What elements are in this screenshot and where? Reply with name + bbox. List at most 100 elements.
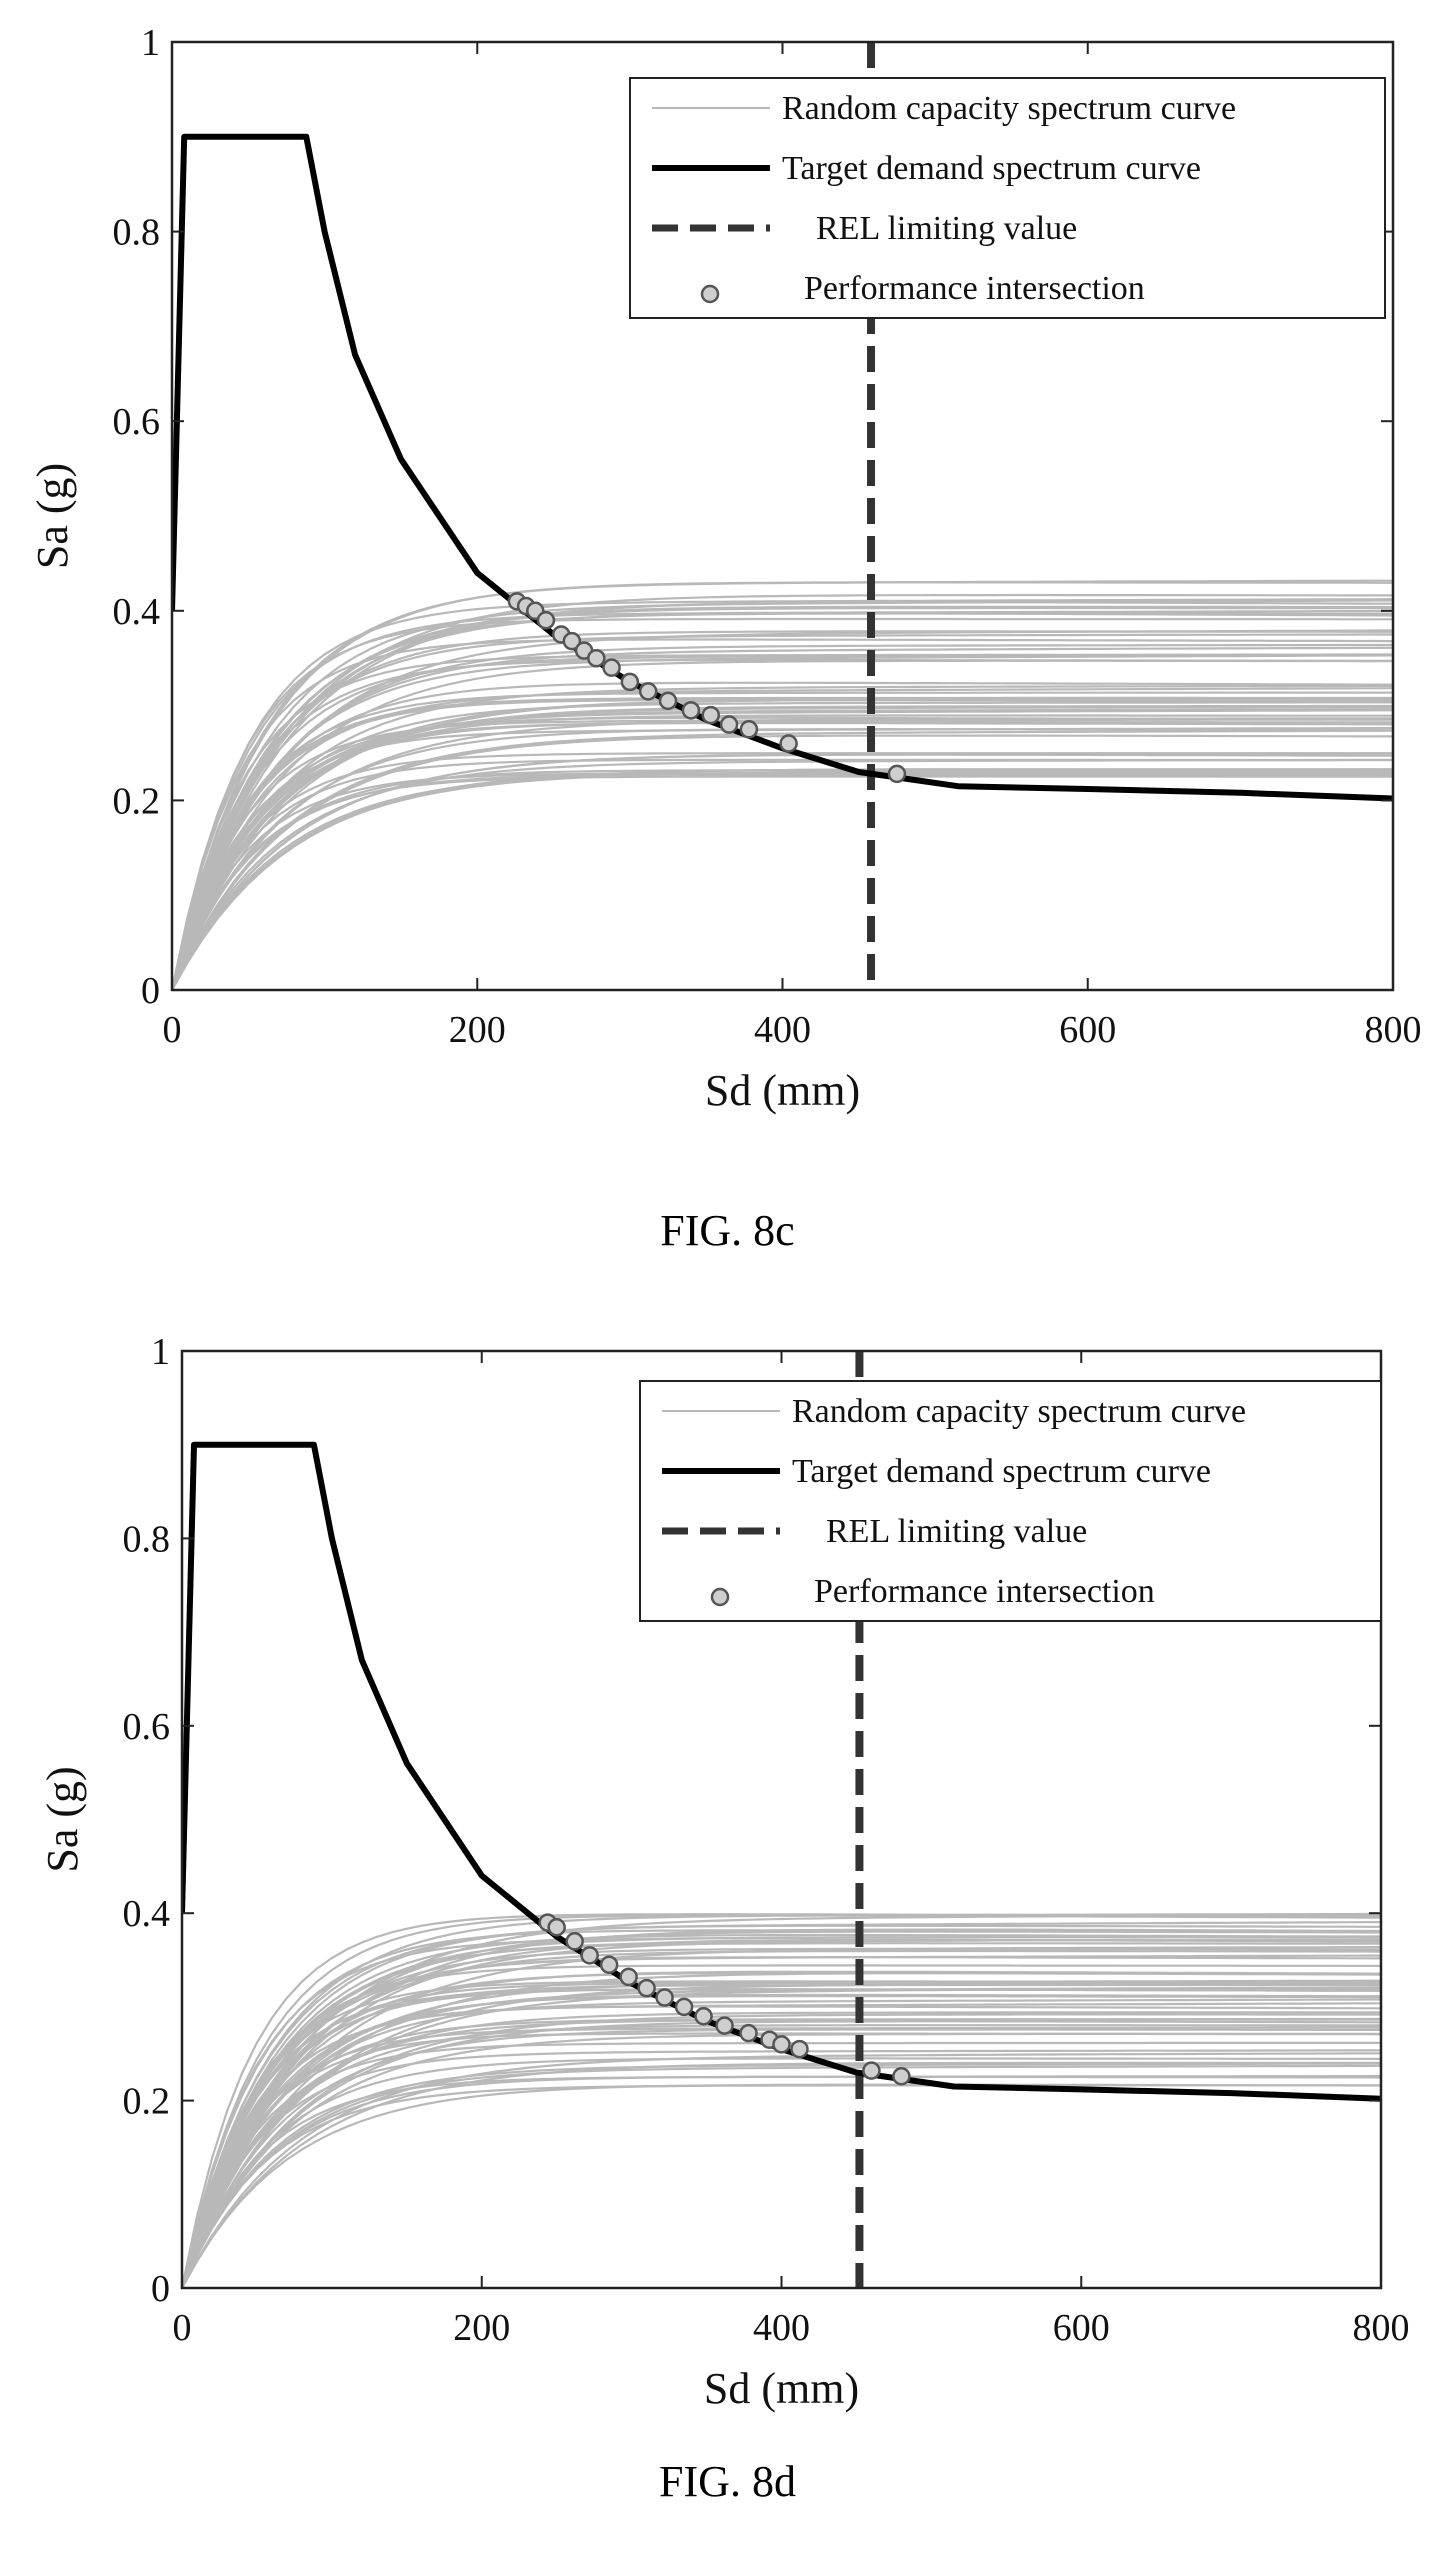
legend-box bbox=[639, 1380, 1382, 1622]
x-tick-label: 200 bbox=[449, 1009, 506, 1051]
x-axis-label: Sd (mm) bbox=[705, 1066, 860, 1115]
intersection-point bbox=[658, 691, 678, 711]
capacity-curve bbox=[172, 769, 1393, 990]
capacity-curve bbox=[182, 2020, 1381, 2288]
capacity-curve bbox=[182, 2041, 1381, 2288]
intersection-point bbox=[681, 701, 701, 720]
intersection-point bbox=[587, 648, 606, 668]
capacity-curve bbox=[172, 605, 1393, 990]
intersection-point bbox=[887, 764, 907, 784]
y-tick-label: 0 bbox=[151, 2268, 170, 2310]
capacity-curve bbox=[172, 581, 1393, 990]
capacity-curve bbox=[182, 2084, 1381, 2288]
capacity-curve bbox=[172, 701, 1393, 990]
intersection-point bbox=[739, 720, 759, 739]
figure-caption: FIG. 8d bbox=[659, 2457, 796, 2506]
intersection-point bbox=[602, 658, 621, 677]
x-tick-label: 600 bbox=[1053, 2307, 1110, 2349]
capacity-curve bbox=[182, 1970, 1381, 2288]
capacity-curve bbox=[182, 2062, 1381, 2288]
capacity-curve bbox=[182, 2075, 1381, 2288]
capacity-curve bbox=[182, 1954, 1381, 2288]
legend-label: Random capacity spectrum curve bbox=[782, 90, 1236, 127]
intersection-point bbox=[715, 2016, 734, 2035]
y-tick-label: 0.2 bbox=[123, 2081, 171, 2123]
legend-label: REL limiting value bbox=[826, 1513, 1087, 1550]
plot-area bbox=[182, 1351, 1381, 2288]
capacity-curve bbox=[172, 771, 1393, 990]
capacity-curve bbox=[172, 696, 1393, 990]
intersection-point bbox=[619, 1967, 638, 1987]
capacity-curve bbox=[172, 617, 1393, 990]
x-tick-label: 0 bbox=[163, 1009, 182, 1051]
capacity-curve bbox=[172, 684, 1393, 990]
capacity-curve bbox=[172, 775, 1393, 990]
intersection-point bbox=[739, 2023, 758, 2043]
capacity-curve bbox=[172, 709, 1393, 990]
x-tick-label: 200 bbox=[453, 2307, 510, 2349]
capacity-curve bbox=[182, 2052, 1381, 2288]
y-tick-label: 0.6 bbox=[113, 401, 161, 443]
capacity-curve bbox=[172, 691, 1393, 990]
intersection-point bbox=[620, 672, 640, 692]
capacity-curve bbox=[182, 2032, 1381, 2288]
intersection-point bbox=[862, 2061, 881, 2080]
legend-label: Random capacity spectrum curve bbox=[792, 1393, 1246, 1430]
intersection-point bbox=[637, 1978, 656, 1998]
y-tick-label: 0.4 bbox=[123, 1893, 171, 1935]
capacity-curve bbox=[172, 646, 1393, 990]
capacity-curve bbox=[182, 2061, 1381, 2288]
capacity-curve bbox=[172, 653, 1393, 990]
y-tick-label: 1 bbox=[141, 22, 160, 64]
capacity-curve bbox=[172, 714, 1393, 990]
x-tick-label: 800 bbox=[1365, 1009, 1422, 1051]
capacity-curve bbox=[182, 2028, 1381, 2288]
intersection-markers bbox=[507, 592, 907, 784]
intersection-point bbox=[674, 1997, 694, 2017]
figure-caption: FIG. 8c bbox=[660, 1206, 795, 1255]
y-tick-label: 0.8 bbox=[123, 1518, 171, 1560]
intersection-point bbox=[719, 715, 739, 734]
intersection-point bbox=[790, 2039, 809, 2059]
x-tick-label: 600 bbox=[1059, 1009, 1116, 1051]
capacity-curve bbox=[172, 705, 1393, 990]
y-tick-label: 0.8 bbox=[113, 212, 161, 254]
capacity-curve bbox=[172, 717, 1393, 990]
legend-swatch-marker bbox=[700, 284, 720, 304]
capacity-curve bbox=[172, 752, 1393, 990]
y-tick-label: 1 bbox=[151, 1331, 170, 1373]
capacity-curve bbox=[172, 722, 1393, 990]
legend-box bbox=[629, 77, 1386, 319]
intersection-point bbox=[565, 1932, 584, 1951]
legend-label: REL limiting value bbox=[816, 210, 1077, 247]
x-tick-label: 800 bbox=[1353, 2307, 1410, 2349]
capacity-curves bbox=[172, 579, 1393, 990]
capacity-curve bbox=[172, 773, 1393, 990]
figure-8d: 0 200 400 600 800 0 0.2 0.4 0.6 0.8 1 Sd (mm) Sa (g)… bbox=[0, 1281, 1455, 2562]
x-tick-label: 400 bbox=[754, 1009, 811, 1051]
capacity-curve bbox=[182, 1924, 1381, 2288]
y-axis-label: Sa (g) bbox=[38, 1766, 87, 1872]
capacity-curve bbox=[172, 728, 1393, 990]
capacity-curve bbox=[172, 630, 1393, 990]
y-axis-label: Sa (g) bbox=[28, 463, 77, 569]
intersection-point bbox=[547, 1918, 566, 1937]
intersection-point bbox=[772, 2035, 791, 2054]
x-tick-label: 0 bbox=[173, 2307, 192, 2349]
capacity-curve bbox=[182, 1912, 1381, 2288]
capacity-curve bbox=[182, 2057, 1381, 2288]
capacity-curve bbox=[172, 770, 1393, 990]
capacity-curve bbox=[182, 1947, 1381, 2288]
intersection-point bbox=[779, 734, 798, 753]
capacity-curve bbox=[182, 1988, 1381, 2288]
intersection-point bbox=[638, 682, 658, 701]
capacity-curve bbox=[172, 729, 1393, 990]
legend: Random capacity spectrum curve Target dem… bbox=[639, 1380, 1382, 1622]
capacity-curve bbox=[182, 2018, 1381, 2288]
y-tick-label: 0 bbox=[141, 970, 160, 1012]
x-tick-label: 400 bbox=[753, 2307, 810, 2349]
legend-label: Performance intersection bbox=[804, 270, 1145, 307]
capacity-curve bbox=[172, 643, 1393, 990]
intersection-point bbox=[694, 2007, 713, 2026]
capacity-curve bbox=[182, 1987, 1381, 2288]
